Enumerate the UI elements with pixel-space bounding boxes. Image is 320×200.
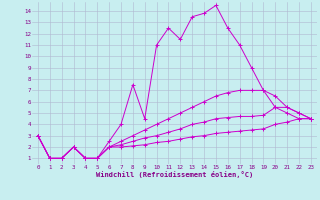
X-axis label: Windchill (Refroidissement éolien,°C): Windchill (Refroidissement éolien,°C)	[96, 171, 253, 178]
